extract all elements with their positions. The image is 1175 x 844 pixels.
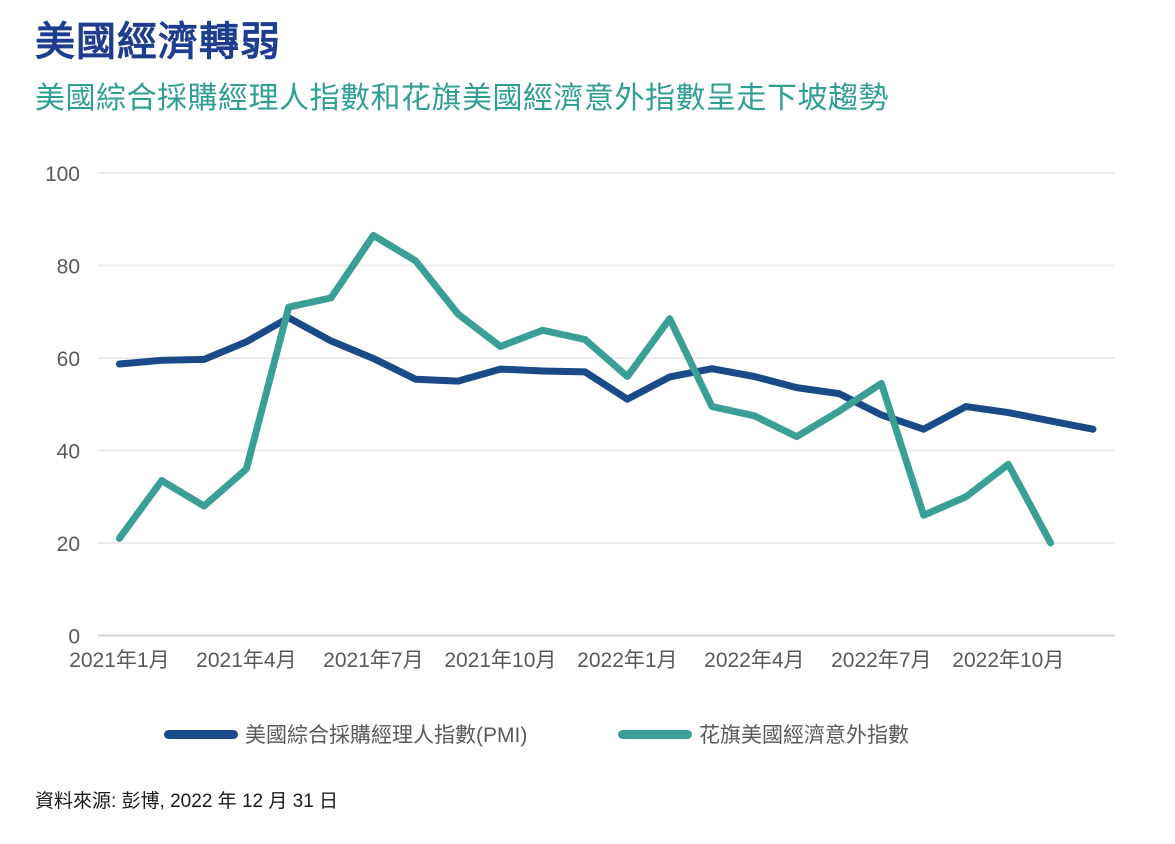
x-axis-tick-label: 2022年7月	[831, 649, 931, 672]
legend-item-pmi: 美國綜合採購經理人指數(PMI)	[164, 720, 527, 748]
x-axis-tick-label: 2022年10月	[952, 649, 1064, 672]
legend-label-citi: 花旗美國經濟意外指數	[699, 724, 909, 747]
citi-line-swatch	[618, 729, 692, 739]
citi-surprise-line-series	[115, 231, 1055, 547]
x-axis-tick-label: 2021年7月	[323, 649, 423, 672]
page-title: 美國經濟轉弱	[35, 19, 281, 64]
line-chart: 0 20 40 60 80 100 2021年1月 2021年4月 2021年7月 2021年10…	[0, 150, 1175, 695]
y-axis-tick-label: 100	[45, 163, 80, 186]
x-axis-tick-label: 2021年10月	[444, 649, 556, 672]
legend-item-citi: 花旗美國經濟意外指數	[618, 720, 909, 748]
x-axis-tick-label: 2021年4月	[196, 649, 296, 672]
y-axis-tick-label: 20	[57, 533, 80, 556]
y-axis-tick-label: 40	[57, 441, 80, 464]
x-axis-tick-label: 2022年4月	[704, 649, 804, 672]
y-axis-tick-label: 60	[57, 348, 80, 371]
page-subtitle: 美國綜合採購經理人指數和花旗美國經濟意外指數呈走下坡趨勢	[35, 82, 889, 115]
pmi-line-series	[115, 314, 1097, 433]
legend-label-pmi: 美國綜合採購經理人指數(PMI)	[245, 724, 528, 747]
pmi-line-swatch	[164, 729, 238, 739]
chart-legend: 美國綜合採購經理人指數(PMI) 花旗美國經濟意外指數	[0, 720, 1175, 750]
x-axis-tick-label: 2022年1月	[577, 649, 677, 672]
x-axis-tick-label: 2021年1月	[69, 649, 169, 672]
source-note: 資料來源: 彭博, 2022 年 12 月 31 日	[35, 791, 339, 812]
y-axis-tick-label: 80	[57, 256, 80, 279]
chart-canvas: 0 20 40 60 80 100 2021年1月 2021年4月 2021年7月 2021年10…	[45, 163, 1115, 672]
y-axis-tick-label: 0	[68, 626, 80, 649]
